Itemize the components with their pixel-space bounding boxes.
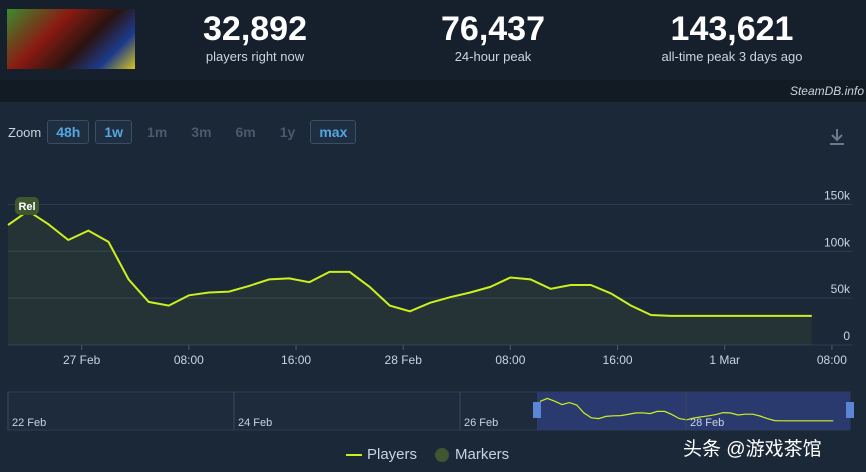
y-tick-label: 100k (824, 235, 851, 249)
zoom-3m-button[interactable]: 3m (191, 124, 212, 140)
zoom-48h-button[interactable]: 48h (47, 120, 90, 144)
watermark: 头条 @游戏茶馆 (683, 439, 822, 460)
legend-players-label: Players (367, 446, 418, 463)
current-players-stat: 32,892 players right now (175, 10, 335, 66)
source-label[interactable]: SteamDB.info (789, 84, 864, 98)
legend-line-icon (346, 453, 362, 456)
zoom-max-button[interactable]: max (310, 120, 357, 144)
current-players-value: 32,892 (203, 10, 307, 48)
chart-legend: Players Markers (0, 446, 866, 468)
navigator-tick-label: 28 Feb (690, 417, 724, 429)
legend-item-markers[interactable]: Markers (435, 446, 509, 463)
current-players-label: players right now (205, 49, 305, 64)
peak-24h-stat: 76,437 24-hour peak (413, 10, 573, 66)
zoom-1m-button[interactable]: 1m (147, 124, 168, 140)
download-icon[interactable] (826, 126, 848, 148)
x-tick-label: 16:00 (603, 353, 633, 367)
peak-24h-value: 76,437 (441, 10, 545, 48)
navigator-series-line (539, 397, 834, 422)
y-tick-label: 50k (831, 282, 851, 296)
game-capsule-image[interactable] (7, 9, 135, 69)
y-tick-label: 150k (824, 188, 851, 202)
x-axis-labels: 27 Feb 08:00 16:00 28 Feb 08:00 16:00 1 Mar 08:… (63, 345, 847, 367)
zoom-toolbar: Zoom 48h 1w 1m 3m 6m 1y max (8, 120, 362, 144)
release-marker[interactable]: Rel (15, 197, 39, 215)
x-tick-label: 16:00 (281, 353, 311, 367)
zoom-1y-button[interactable]: 1y (279, 124, 296, 140)
x-tick-label: 27 Feb (63, 353, 101, 367)
source-strip: SteamDB.info (0, 80, 866, 102)
x-tick-label: 28 Feb (385, 353, 423, 367)
player-count-chart[interactable]: 0 50k 100k 150k 27 Feb 08:00 16:00 28 Feb 08:00… (0, 150, 866, 380)
navigator-labels: 22 Feb 24 Feb 26 Feb 28 Feb (7, 392, 724, 430)
alltime-peak-label: all-time peak 3 days ago (661, 49, 803, 64)
legend-markers-label: Markers (455, 446, 510, 463)
chart-gridlines (8, 203, 852, 346)
y-axis-labels: 0 50k 100k 150k (824, 188, 851, 343)
x-tick-label: 1 Mar (709, 353, 740, 367)
x-tick-label: 08:00 (174, 353, 204, 367)
peak-24h-label: 24-hour peak (454, 49, 532, 64)
legend-dot-icon (435, 447, 449, 462)
navigator-tick-label: 22 Feb (12, 417, 46, 429)
release-marker-label: Rel (18, 201, 35, 213)
navigator-selection[interactable] (537, 392, 850, 430)
navigator-tick-label: 24 Feb (238, 417, 272, 429)
zoom-1w-button[interactable]: 1w (95, 120, 133, 144)
x-tick-label: 08:00 (495, 353, 525, 367)
navigator-left-handle[interactable] (533, 402, 541, 418)
alltime-peak-value: 143,621 (670, 10, 794, 48)
navigator-tick-label: 26 Feb (464, 417, 498, 429)
navigator-right-handle[interactable] (846, 402, 854, 418)
x-tick-label: 08:00 (817, 353, 847, 367)
zoom-label: Zoom (8, 124, 42, 140)
zoom-6m-button[interactable]: 6m (235, 124, 256, 140)
chart-navigator[interactable]: 22 Feb 24 Feb 26 Feb 28 Feb (0, 390, 866, 434)
stats-header: 32,892 players right now 76,437 24-hour … (0, 0, 866, 80)
players-series-line[interactable] (7, 209, 812, 317)
legend-item-players[interactable]: Players (346, 446, 417, 463)
alltime-peak-stat: 143,621 all-time peak 3 days ago (642, 10, 822, 66)
y-tick-label: 0 (843, 329, 850, 343)
players-area (8, 210, 812, 345)
